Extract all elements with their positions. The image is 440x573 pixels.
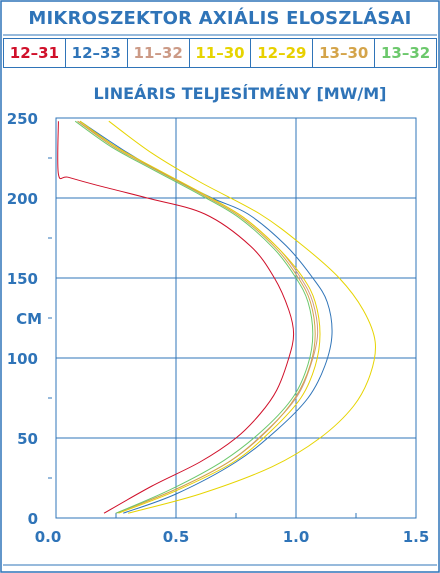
- series-line-12–33: [79, 120, 333, 514]
- plot-area: [55, 117, 417, 519]
- legend-item-6: 13–32: [375, 38, 438, 68]
- tick-labels: 0.0 0.5 1.0 1.5 0 50 100 150 200 250 CM: [7, 110, 430, 546]
- y-tick-label-2: 100: [7, 350, 38, 368]
- y-tick-label-5: 250: [7, 110, 38, 128]
- legend-item-0: 12–31: [3, 38, 66, 68]
- legend-item-4: 12–29: [251, 38, 314, 68]
- legend-item-2: 11–32: [127, 38, 190, 68]
- x-tick-label-0: 0.0: [35, 528, 62, 546]
- legend-item-3: 11–30: [189, 38, 252, 68]
- y-axis-label: CM: [16, 310, 42, 328]
- y-tick-label-4: 200: [7, 190, 38, 208]
- series-line-11–30: [108, 120, 376, 514]
- chart-title: LINEÁRIS TELJESÍTMÉNY [MW/M]: [93, 84, 387, 103]
- series-line-13–32: [74, 120, 314, 514]
- x-tick-label-2: 1.0: [283, 528, 310, 546]
- legend: 12–31 12–33 11–32 11–30 12–29 13–30 13–32: [3, 38, 438, 68]
- series-group: [57, 120, 376, 514]
- y-tick-label-3: 150: [7, 270, 38, 288]
- y-tick-label-0: 0: [28, 510, 38, 528]
- grid: [55, 117, 417, 519]
- series-line-12–29: [79, 120, 321, 514]
- y-tick-label-1: 50: [17, 430, 38, 448]
- x-tick-label-3: 1.5: [403, 528, 430, 546]
- legend-item-5: 13–30: [313, 38, 376, 68]
- x-tick-label-1: 0.5: [163, 528, 190, 546]
- series-line-13–30: [77, 120, 316, 514]
- page-title: MIKROSZEKTOR AXIÁLIS ELOSZLÁSAI: [28, 8, 412, 29]
- legend-item-1: 12–33: [65, 38, 128, 68]
- minor-ticks: [48, 157, 357, 518]
- series-line-12–31: [57, 121, 295, 514]
- series-line-11–32: [77, 120, 319, 514]
